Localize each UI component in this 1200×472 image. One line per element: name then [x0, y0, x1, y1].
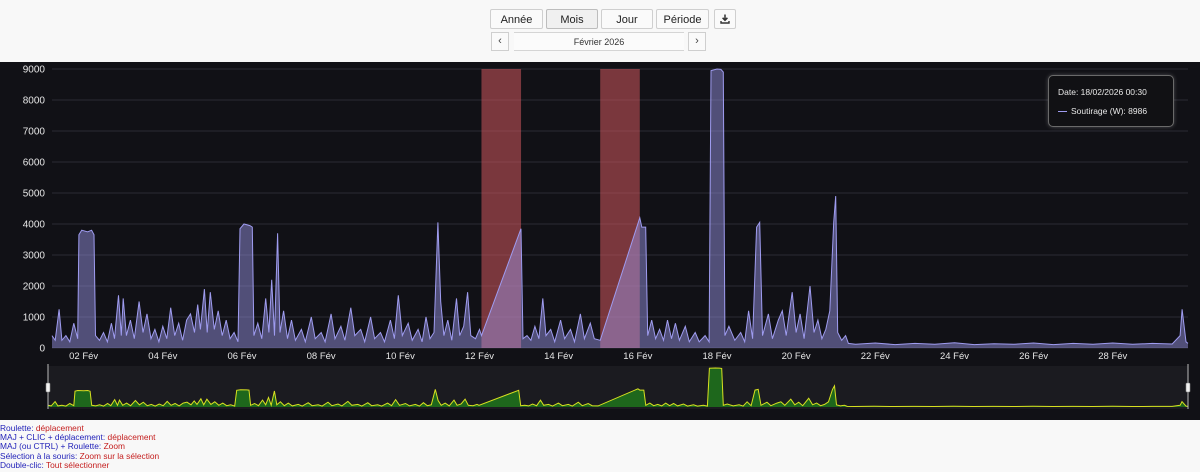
help-line: Sélection à la souris: Zoom sur la sélec…: [0, 450, 160, 461]
help-line: MAJ + CLIC + déplacement: déplacement: [0, 432, 156, 443]
x-tick-label: 24 Fév: [940, 351, 969, 362]
missing-data-band: [481, 69, 522, 348]
help-line: Roulette: déplacement: [0, 423, 84, 433]
x-tick-label: 14 Fév: [544, 351, 573, 362]
range-toolbar: Année Mois Jour Période: [0, 9, 1200, 31]
chevron-left-icon: ‹: [498, 35, 502, 47]
current-period-label: Février 2026: [514, 32, 684, 51]
download-icon: [720, 14, 730, 24]
x-tick-label: 06 Fév: [227, 351, 256, 362]
chart-area[interactable]: 0 1000 2000 3000 4000 5000 6000 7000 8000 9000 02…: [0, 62, 1200, 420]
x-tick-label: 08 Fév: [307, 351, 336, 362]
x-tick-label: 18 Fév: [702, 351, 731, 362]
chart-tooltip: Date: 18/02/2026 00:30 Soutirage (W): 89…: [1048, 75, 1174, 127]
y-tick-label: 5000: [23, 189, 46, 200]
x-tick-label: 28 Fév: [1098, 351, 1127, 362]
y-tick-label: 7000: [23, 127, 46, 138]
prev-period-button[interactable]: ‹: [491, 32, 509, 51]
period-button[interactable]: Période: [656, 9, 709, 29]
day-button[interactable]: Jour: [601, 9, 653, 29]
tooltip-series-row: Soutirage (W): 8986: [1058, 106, 1173, 116]
y-tick-label: 0: [39, 344, 45, 355]
x-tick-label: 16 Fév: [623, 351, 652, 362]
x-tick-label: 02 Fév: [69, 351, 98, 362]
series-area: [52, 69, 1188, 348]
chevron-right-icon: ›: [695, 35, 699, 47]
power-chart[interactable]: 0 1000 2000 3000 4000 5000 6000 7000 8000 9000 02…: [0, 62, 1200, 420]
help-line: Double-clic: Tout sélectionner: [0, 459, 110, 470]
series-swatch: [1058, 110, 1067, 112]
help-legend: Roulette: déplacement MAJ + CLIC + dépla…: [0, 423, 160, 470]
x-tick-label: 12 Fév: [465, 351, 494, 362]
y-tick-label: 9000: [23, 65, 46, 76]
navigator-line: [47, 367, 1189, 408]
navigator-left-handle[interactable]: [45, 364, 51, 409]
tooltip-date: Date: 18/02/2026 00:30: [1058, 87, 1147, 97]
navigator-area: [48, 368, 1188, 407]
missing-data-bands: [481, 69, 640, 348]
missing-data-band: [600, 69, 640, 348]
y-axis: 0 1000 2000 3000 4000 5000 6000 7000 8000 9000: [23, 65, 46, 355]
help-line: MAJ (ou CTRL) + Roulette: Zoom: [0, 441, 125, 452]
year-button[interactable]: Année: [490, 9, 543, 29]
tooltip-value: Soutirage (W): 8986: [1071, 106, 1148, 116]
navigator-right-handle[interactable]: [1185, 364, 1191, 409]
y-tick-label: 4000: [23, 220, 46, 231]
x-tick-label: 04 Fév: [148, 351, 177, 362]
series-line: [51, 68, 1189, 346]
period-navigation: ‹ Février 2026 ›: [0, 32, 1200, 52]
y-tick-label: 1000: [23, 313, 46, 324]
x-tick-label: 22 Fév: [861, 351, 890, 362]
download-button[interactable]: [714, 9, 736, 29]
series-soutirage: [51, 68, 1189, 348]
x-tick-label: 10 Fév: [386, 351, 415, 362]
next-period-button[interactable]: ›: [688, 32, 706, 51]
x-tick-label: 20 Fév: [782, 351, 811, 362]
y-tick-label: 3000: [23, 251, 46, 262]
range-navigator[interactable]: [45, 364, 1191, 409]
y-tick-label: 8000: [23, 96, 46, 107]
x-axis: 02 Fév 04 Fév 06 Fév 08 Fév 10 Fév 12 Fév 14 F…: [69, 351, 1127, 362]
month-button[interactable]: Mois: [546, 9, 598, 29]
y-tick-label: 2000: [23, 282, 46, 293]
x-tick-label: 26 Fév: [1019, 351, 1048, 362]
y-tick-label: 6000: [23, 158, 46, 169]
